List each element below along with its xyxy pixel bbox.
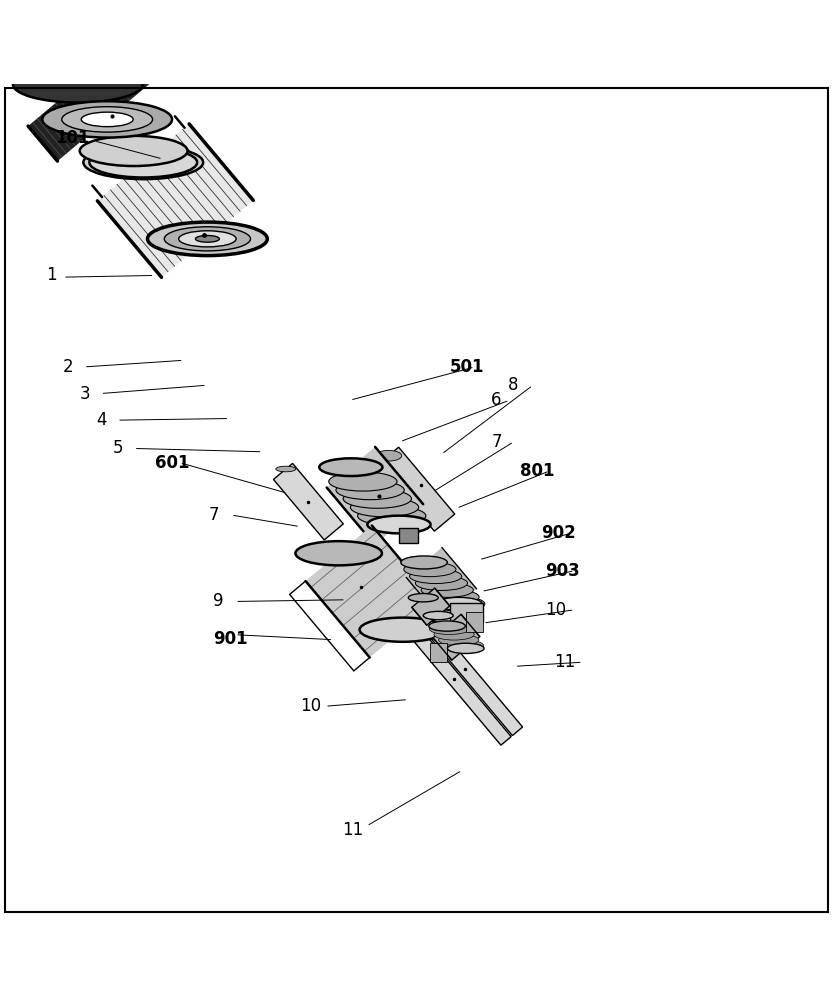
Text: 903: 903: [546, 562, 580, 580]
Ellipse shape: [351, 498, 419, 517]
Bar: [430, 643, 446, 662]
Ellipse shape: [82, 112, 133, 127]
Ellipse shape: [357, 506, 426, 525]
Polygon shape: [412, 588, 450, 625]
Ellipse shape: [447, 643, 484, 653]
Polygon shape: [327, 447, 423, 545]
Ellipse shape: [407, 605, 420, 609]
Ellipse shape: [432, 597, 485, 611]
Polygon shape: [97, 124, 253, 277]
Ellipse shape: [427, 590, 479, 604]
Ellipse shape: [0, 17, 72, 40]
Text: 601: 601: [155, 454, 189, 472]
Text: 9: 9: [212, 592, 223, 610]
Text: 5: 5: [113, 439, 123, 457]
Text: 3: 3: [80, 385, 90, 403]
Ellipse shape: [401, 556, 447, 569]
Ellipse shape: [416, 576, 467, 590]
Text: 501: 501: [450, 358, 484, 376]
Ellipse shape: [367, 516, 431, 533]
Polygon shape: [378, 447, 455, 531]
Ellipse shape: [423, 611, 453, 620]
Text: 7: 7: [208, 506, 219, 524]
Text: 2: 2: [63, 358, 73, 376]
Ellipse shape: [80, 136, 187, 166]
Ellipse shape: [410, 569, 461, 584]
Ellipse shape: [343, 489, 412, 508]
Polygon shape: [306, 525, 436, 657]
Text: 1: 1: [47, 266, 57, 284]
Bar: [466, 612, 483, 632]
Ellipse shape: [408, 594, 438, 602]
Text: 902: 902: [541, 524, 576, 542]
Text: 11: 11: [554, 653, 575, 671]
Ellipse shape: [336, 481, 404, 500]
Polygon shape: [397, 612, 511, 745]
Ellipse shape: [375, 450, 402, 461]
Ellipse shape: [0, 32, 97, 61]
Ellipse shape: [296, 541, 382, 565]
Polygon shape: [28, 43, 157, 161]
Ellipse shape: [178, 231, 236, 247]
Ellipse shape: [2, 14, 46, 26]
Ellipse shape: [443, 640, 484, 651]
Ellipse shape: [0, 0, 36, 13]
Text: 801: 801: [521, 462, 555, 480]
Ellipse shape: [0, 0, 52, 17]
Ellipse shape: [83, 146, 203, 179]
Ellipse shape: [360, 618, 446, 642]
Ellipse shape: [404, 562, 456, 577]
Ellipse shape: [436, 597, 482, 610]
Ellipse shape: [164, 227, 251, 251]
Polygon shape: [433, 614, 480, 660]
Ellipse shape: [196, 235, 219, 242]
Polygon shape: [0, 0, 42, 32]
Text: 7: 7: [491, 433, 501, 451]
Ellipse shape: [10, 22, 52, 34]
Ellipse shape: [89, 147, 197, 177]
Text: 6: 6: [491, 391, 501, 409]
Ellipse shape: [319, 458, 382, 476]
Polygon shape: [273, 463, 343, 540]
Ellipse shape: [17, 38, 74, 54]
Text: 10: 10: [300, 697, 322, 715]
Polygon shape: [407, 547, 476, 619]
Ellipse shape: [42, 101, 172, 138]
Text: 8: 8: [508, 376, 518, 394]
Bar: [400, 528, 417, 543]
Text: 101: 101: [55, 129, 89, 147]
Ellipse shape: [395, 615, 408, 619]
Ellipse shape: [329, 472, 397, 491]
Ellipse shape: [0, 12, 52, 28]
Ellipse shape: [429, 623, 470, 634]
Ellipse shape: [429, 621, 466, 631]
Text: 10: 10: [546, 601, 566, 619]
Ellipse shape: [13, 66, 142, 103]
Ellipse shape: [147, 222, 267, 256]
Ellipse shape: [276, 466, 296, 472]
Ellipse shape: [439, 634, 479, 646]
Text: 4: 4: [97, 411, 107, 429]
Text: 11: 11: [342, 821, 363, 839]
Polygon shape: [2, 1, 48, 42]
Ellipse shape: [434, 629, 474, 640]
Polygon shape: [408, 603, 522, 736]
Ellipse shape: [421, 583, 473, 597]
Ellipse shape: [62, 107, 152, 132]
Bar: [450, 603, 483, 622]
Text: 901: 901: [212, 630, 247, 648]
